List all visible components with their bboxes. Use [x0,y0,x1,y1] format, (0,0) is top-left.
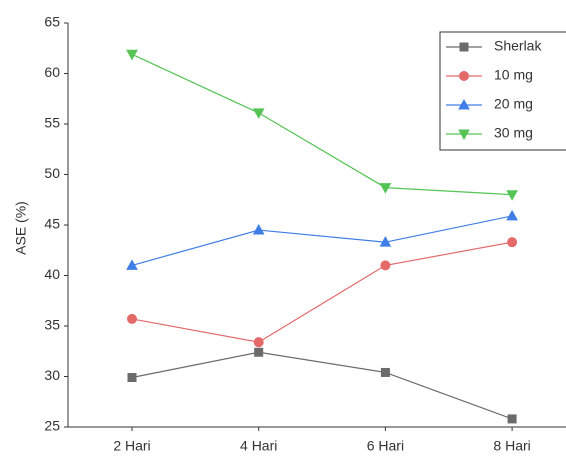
data-point [128,374,136,382]
y-tick-label: 35 [44,317,60,333]
y-axis-label: ASE (%) [13,201,29,255]
legend-label: 30 mg [494,125,533,141]
series-line [132,352,512,419]
legend-marker [460,72,469,81]
data-point [127,50,137,59]
y-tick-label: 55 [44,115,60,131]
data-point [381,368,389,376]
y-tick-label: 40 [44,266,60,282]
legend-label: 10 mg [494,67,533,83]
data-point [507,211,517,220]
x-tick-label: 2 Hari [113,438,150,454]
chart: ASE (%) 25 30 35 40 45 50 55 60 65 2 Hari 4 Hari 6 … [0,0,566,458]
y-tick-label: 50 [44,165,60,181]
data-point [508,238,517,247]
series-line [132,216,512,265]
data-point [128,314,137,323]
data-point [255,348,263,356]
legend-label: Sherlak [494,38,542,54]
data-point [254,225,264,234]
data-point [507,191,517,200]
data-point [254,338,263,347]
legend-label: 20 mg [494,96,533,112]
data-point [508,415,516,423]
legend-marker [460,43,468,51]
x-tick-label: 4 Hari [240,438,277,454]
series-line [132,242,512,342]
data-point [254,109,264,118]
y-tick-label: 45 [44,216,60,232]
y-tick-label: 30 [44,367,60,383]
y-tick-label: 65 [44,14,60,30]
y-tick-label: 60 [44,64,60,80]
x-tick-label: 6 Hari [367,438,404,454]
y-tick-label: 25 [44,418,60,434]
data-point [381,261,390,270]
page: ASE (%) 25 30 35 40 45 50 55 60 65 2 Hari 4 Hari 6 … [0,0,566,458]
x-tick-label: 8 Hari [493,438,530,454]
